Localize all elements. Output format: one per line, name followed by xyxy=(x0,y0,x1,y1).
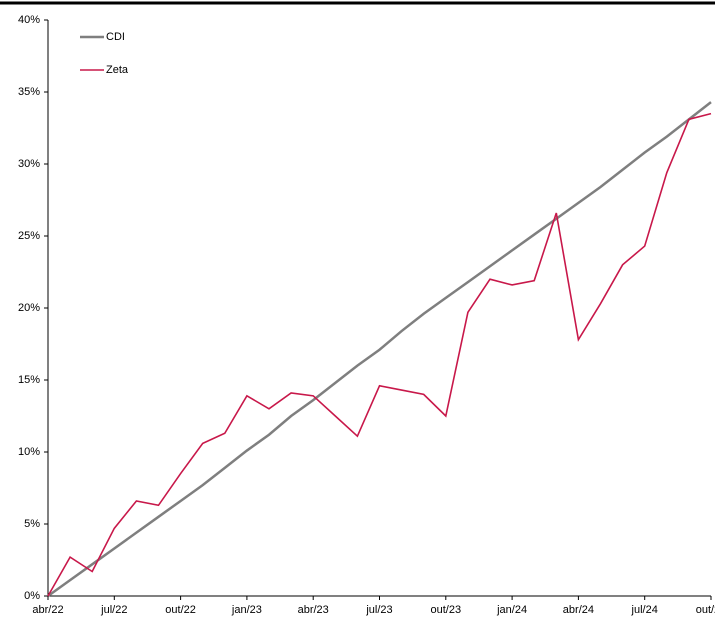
y-tick-label: 10% xyxy=(18,446,40,458)
x-tick-label: abr/22 xyxy=(32,604,63,616)
x-tick-label: jul/22 xyxy=(100,604,127,616)
x-tick-label: out/22 xyxy=(165,604,196,616)
x-tick-label: jan/23 xyxy=(231,604,262,616)
legend-label: Zeta xyxy=(106,64,129,76)
y-tick-label: 35% xyxy=(18,86,40,98)
x-tick-label: abr/24 xyxy=(563,604,594,616)
y-tick-label: 40% xyxy=(18,14,40,26)
y-tick-label: 30% xyxy=(18,158,40,170)
x-tick-label: jul/24 xyxy=(631,604,658,616)
y-tick-label: 0% xyxy=(24,590,40,602)
x-tick-label: out/23 xyxy=(431,604,462,616)
x-tick-label: abr/23 xyxy=(298,604,329,616)
y-tick-label: 20% xyxy=(18,302,40,314)
y-tick-label: 5% xyxy=(24,518,40,530)
x-tick-label: jul/23 xyxy=(365,604,392,616)
y-tick-label: 15% xyxy=(18,374,40,386)
y-tick-label: 25% xyxy=(18,230,40,242)
legend-label: CDI xyxy=(106,31,125,43)
series-line xyxy=(47,112,712,597)
x-tick-label: jan/24 xyxy=(496,604,527,616)
series-line xyxy=(47,101,712,598)
x-tick-label: out/24 xyxy=(696,604,715,616)
